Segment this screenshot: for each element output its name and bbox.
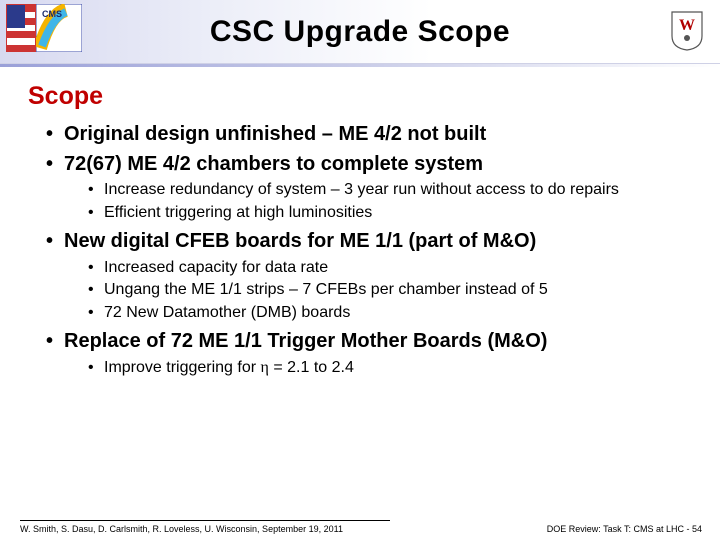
bullet-l1: New digital CFEB boards for ME 1/1 (part… [46,230,692,322]
content-area: Scope Original design unfinished – ME 4/… [0,64,720,540]
svg-text:CMS: CMS [42,9,62,19]
us-flag-icon [6,4,36,52]
svg-text:W: W [679,17,695,34]
cms-badge-icon: CMS [36,4,82,52]
slide: CMS W CSC Upgrade Scope Scope Original d… [0,0,720,540]
footer-rule [20,520,390,521]
section-heading: Scope [28,82,692,111]
bullet-l2: 72 New Datamother (DMB) boards [88,303,692,323]
wisconsin-crest-icon: W [664,6,710,52]
footer-meeting: DOE Review: Task T: CMS at LHC - 54 [547,524,708,534]
title-bar: CMS W CSC Upgrade Scope [0,0,720,64]
bullet-l1: Original design unfinished – ME 4/2 not … [46,123,692,147]
bullet-l2: Ungang the ME 1/1 strips – 7 CFEBs per c… [88,280,692,300]
bullet-list: Original design unfinished – ME 4/2 not … [28,123,692,377]
bullet-l1: 72(67) ME 4/2 chambers to complete syste… [46,153,692,223]
bullet-l2: Increase redundancy of system – 3 year r… [88,180,692,200]
slide-title: CSC Upgrade Scope [210,15,510,49]
bullet-l2: Improve triggering for η = 2.1 to 2.4 [88,358,692,378]
footer-authors: W. Smith, S. Dasu, D. Carlsmith, R. Love… [12,524,343,534]
bullet-l2: Increased capacity for data rate [88,258,692,278]
footer: W. Smith, S. Dasu, D. Carlsmith, R. Love… [0,520,720,534]
uscms-logo: CMS [6,4,82,52]
bullet-l2: Efficient triggering at high luminositie… [88,203,692,223]
bullet-l1: Replace of 72 ME 1/1 Trigger Mother Boar… [46,330,692,377]
title-divider [0,64,720,67]
